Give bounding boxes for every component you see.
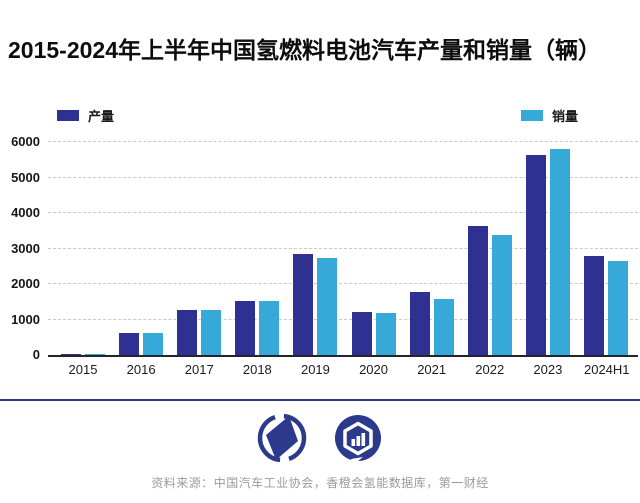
bar-销量-2017 bbox=[201, 309, 222, 355]
bar-产量-2024H1 bbox=[583, 256, 604, 355]
bar-销量-2020 bbox=[375, 313, 396, 355]
bar-产量-2016 bbox=[119, 332, 140, 355]
bar-销量-2023 bbox=[549, 148, 570, 355]
y-tick-3000: 3000 bbox=[11, 240, 40, 256]
yicai-logo bbox=[257, 413, 307, 463]
legend-item-production: 产量 bbox=[57, 106, 114, 125]
bar-group-2019 bbox=[293, 254, 338, 355]
bar-产量-2017 bbox=[177, 309, 198, 355]
bar-销量-2015 bbox=[85, 354, 105, 355]
bar-chart-plot-area: 0 1000 2000 3000 4000 5000 6000 bbox=[11, 134, 638, 362]
bar-group-2023 bbox=[525, 148, 570, 355]
bar-产量-2015 bbox=[61, 354, 81, 355]
x-tick-2020: 2020 bbox=[359, 362, 388, 377]
x-tick-2016: 2016 bbox=[126, 362, 156, 377]
chart-title: 2015-2024年上半年中国氢燃料电池汽车产量和销量（辆） bbox=[8, 37, 601, 63]
x-tick-2023: 2023 bbox=[533, 362, 563, 377]
x-tick-2017: 2017 bbox=[184, 362, 214, 377]
footer-logos bbox=[0, 410, 640, 466]
bar-group-2022 bbox=[467, 226, 512, 355]
legend-label-production: 产量 bbox=[88, 109, 115, 124]
bar-销量-2024H1 bbox=[607, 261, 628, 355]
bar-产量-2023 bbox=[525, 155, 546, 355]
legend-label-sales: 销量 bbox=[551, 109, 578, 124]
production-color-swatch bbox=[57, 110, 79, 121]
y-tick-6000: 6000 bbox=[11, 134, 40, 149]
x-tick-2018: 2018 bbox=[242, 362, 272, 377]
bar-销量-2019 bbox=[317, 257, 338, 355]
y-tick-1000: 1000 bbox=[11, 311, 40, 327]
hydrogen-data-logo bbox=[335, 415, 381, 465]
bar-销量-2022 bbox=[491, 235, 512, 355]
x-tick-2015: 2015 bbox=[68, 362, 98, 377]
gridline-4000 bbox=[48, 212, 638, 213]
x-axis-labels: 2015 2016 2017 2018 2019 2020 2021 2022 2023 2024… bbox=[48, 362, 638, 377]
bar-产量-2019 bbox=[293, 254, 314, 355]
y-tick-2000: 2000 bbox=[11, 276, 40, 291]
bar-groups bbox=[48, 144, 638, 355]
y-tick-0: 0 bbox=[32, 347, 40, 362]
gridline-6000 bbox=[48, 141, 638, 142]
sales-color-swatch bbox=[520, 110, 543, 121]
bar-销量-2016 bbox=[143, 332, 164, 355]
bar-group-2017 bbox=[177, 309, 222, 355]
gridline-3000 bbox=[48, 247, 638, 249]
bar-group-2020 bbox=[351, 312, 396, 355]
bar-group-2016 bbox=[119, 332, 164, 355]
gridline-1000 bbox=[48, 318, 638, 320]
footer-divider bbox=[0, 399, 640, 401]
x-tick-2024H1: 2024H1 bbox=[583, 362, 630, 377]
legend: 产量 销量 bbox=[57, 106, 578, 125]
bar-group-2021 bbox=[409, 291, 454, 355]
gridline-2000 bbox=[48, 283, 638, 284]
data-source-note: 资料来源：中国汽车工业协会，香橙会氢能数据库，第一财经 bbox=[151, 476, 489, 490]
bar-销量-2018 bbox=[259, 300, 280, 355]
bar-group-2024H1 bbox=[583, 256, 628, 355]
x-tick-2019: 2019 bbox=[300, 362, 330, 377]
bar-产量-2018 bbox=[235, 300, 256, 355]
x-tick-2021: 2021 bbox=[417, 362, 447, 377]
bar-产量-2021 bbox=[409, 291, 430, 355]
y-tick-4000: 4000 bbox=[11, 205, 40, 220]
legend-item-sales: 销量 bbox=[520, 106, 578, 125]
x-tick-2022: 2022 bbox=[475, 362, 505, 377]
y-tick-5000: 5000 bbox=[11, 169, 40, 185]
bar-销量-2021 bbox=[433, 298, 454, 355]
bar-group-2015 bbox=[61, 354, 105, 355]
bar-group-2018 bbox=[235, 300, 280, 355]
bar-产量-2022 bbox=[467, 226, 488, 355]
bar-产量-2020 bbox=[351, 312, 372, 355]
gridline-5000 bbox=[48, 176, 638, 178]
